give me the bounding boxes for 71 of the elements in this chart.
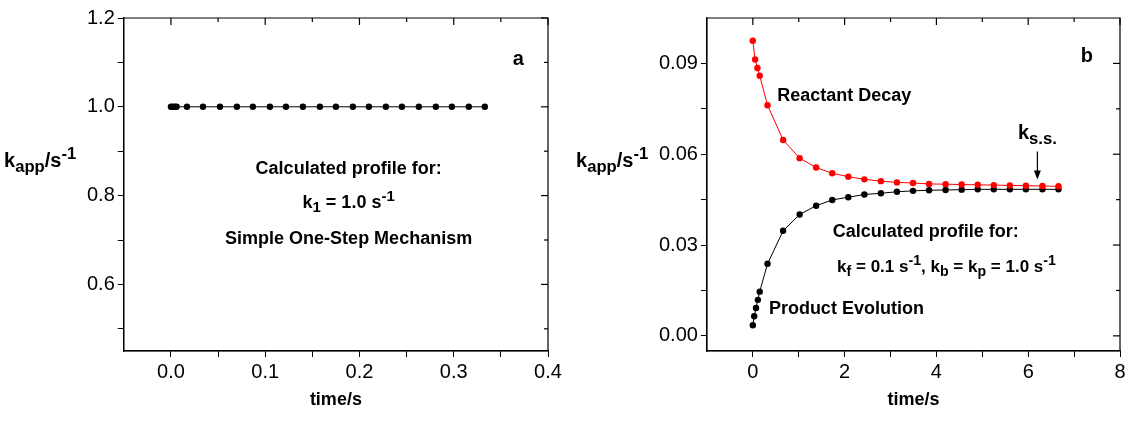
series-label: Product Evolution (768, 297, 924, 318)
point (893, 179, 901, 186)
point (877, 177, 885, 185)
point (909, 179, 917, 187)
point (756, 288, 763, 295)
x-tick-label: 2 (839, 359, 851, 382)
point (845, 173, 852, 180)
point (749, 37, 757, 44)
point (812, 202, 820, 209)
point (942, 181, 949, 188)
point (796, 154, 803, 162)
y-tick-label: 0.09 (658, 50, 698, 73)
point (958, 181, 965, 188)
point (756, 72, 763, 80)
series-label: Reactant Decay (777, 84, 912, 105)
point (861, 176, 868, 183)
point (925, 187, 933, 194)
point (754, 296, 762, 304)
x-axis-title: time/s (887, 389, 940, 409)
point (764, 101, 771, 109)
x-tick-label: 0 (747, 359, 759, 382)
point (974, 181, 981, 188)
point (829, 196, 836, 204)
y-axis-title: k$_{app}$/s$^{-1}$ (4, 144, 77, 177)
point (796, 211, 803, 218)
point (1022, 182, 1030, 189)
x-tick-label: 4 (930, 359, 942, 382)
x-tick-label: 0.0 (157, 359, 185, 382)
annotation: Simple One-Step Mechanism (225, 227, 473, 248)
y-axis-title: k$_{app}$/s$^{-1}$ (576, 144, 649, 177)
point (779, 227, 787, 235)
point (751, 312, 758, 320)
text: k$_{f}$ = 0.1 s$^{-1}$, k$_{b}$ = k$_{p}$ = 1.0 s$^{-1}$ (837, 252, 1056, 280)
x-tick-label: 0.3 (439, 359, 468, 382)
point (749, 322, 757, 329)
y-tick-label: 0.6 (86, 271, 115, 294)
point (942, 186, 949, 194)
y-tick-label: 0.06 (658, 141, 698, 164)
point (779, 136, 787, 144)
point (909, 187, 917, 195)
point (754, 64, 761, 72)
x-axis-title: time/s (309, 389, 362, 409)
x-tick-label: 0.2 (345, 359, 374, 382)
annotation: a (512, 46, 524, 69)
annotation: Calculated profile for: (832, 221, 1019, 242)
x-tick-label: 0.4 (534, 359, 562, 382)
point (925, 180, 933, 188)
point (845, 194, 852, 201)
point (752, 304, 760, 312)
y-tick-label: 0.00 (658, 323, 698, 346)
point (990, 181, 997, 189)
point (751, 56, 759, 63)
y-tick-label: 0.8 (86, 183, 115, 206)
x-tick-label: 6 (1022, 359, 1034, 382)
annotation: b (1080, 43, 1094, 66)
point (877, 190, 885, 197)
point (1039, 182, 1046, 190)
point (1006, 182, 1014, 189)
y-tick-label: 1.2 (86, 5, 115, 28)
y-tick-label: 0.03 (658, 232, 698, 255)
annotation: Calculated profile for: (255, 157, 442, 178)
point (829, 170, 836, 177)
point (764, 260, 771, 268)
annotation: k$_{s.s.}$ (1017, 121, 1057, 149)
point (812, 164, 820, 171)
point (861, 191, 868, 198)
x-tick-label: 0.1 (251, 359, 280, 382)
y-tick-label: 1.0 (86, 94, 115, 117)
x-tick-label: 8 (1114, 359, 1126, 382)
point (893, 188, 901, 195)
annotation: k$_{1}$ = 1.0 s$^{-1}$ (302, 186, 395, 216)
